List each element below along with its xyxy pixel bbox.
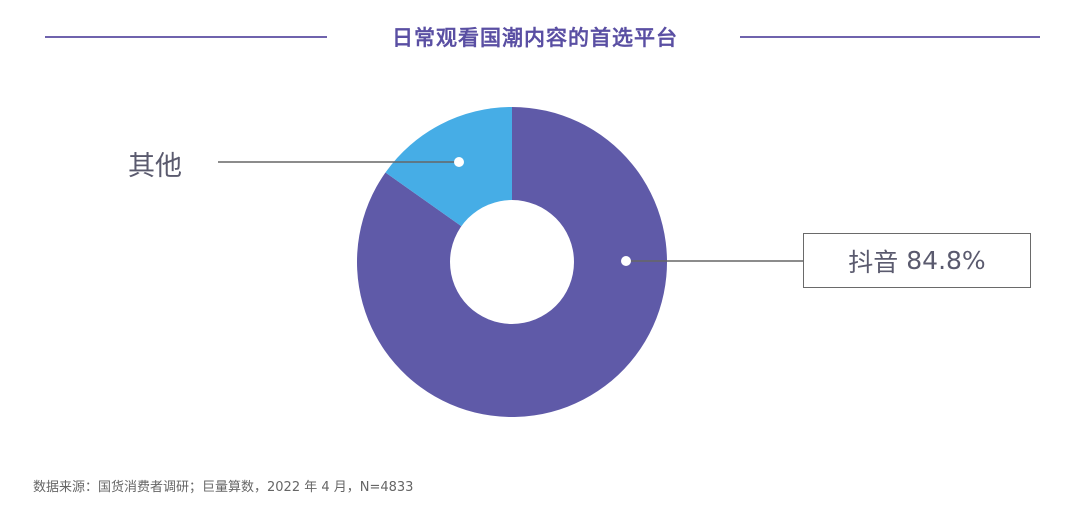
marker-dot-douyin xyxy=(621,256,631,266)
chart-header: 日常观看国潮内容的首选平台 xyxy=(0,0,1080,80)
marker-dot-other xyxy=(454,157,464,167)
source-note: 数据来源：国货消费者调研；巨量算数，2022 年 4 月，N=4833 xyxy=(33,480,414,495)
donut-hole xyxy=(450,200,574,324)
slice-value-douyin: 84.8% xyxy=(906,246,986,275)
chart-title: 日常观看国潮内容的首选平台 xyxy=(392,26,678,50)
title-rule-right xyxy=(740,36,1040,38)
slice-label-other: 其他 xyxy=(128,151,182,182)
title-rule-left xyxy=(45,36,327,38)
slice-label-douyin: 抖音 xyxy=(848,247,899,277)
callout-douyin: 抖音 84.8% xyxy=(803,233,1031,288)
